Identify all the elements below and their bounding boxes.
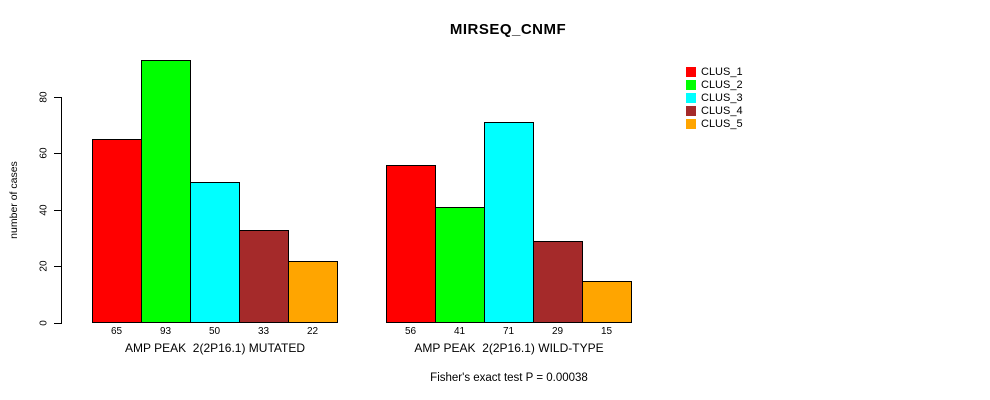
bar-value-label: 93 (159, 326, 172, 337)
bar-value-label: 65 (110, 326, 123, 337)
bar-value-label: 33 (257, 326, 270, 337)
bar-value-label: 71 (502, 326, 515, 337)
bar-clus_2 (141, 60, 191, 323)
bar-value-label: 50 (208, 326, 221, 337)
group-axis-label: AMP PEAK 2(2P16.1) MUTATED (124, 341, 306, 355)
bar-clus_3 (484, 122, 534, 323)
legend-label: CLUS_2 (701, 79, 743, 91)
y-tick-mark (54, 97, 62, 98)
bar-value-label: 29 (551, 326, 564, 337)
legend-color-swatch (686, 67, 696, 77)
bar-clus_4 (533, 241, 583, 323)
legend-color-swatch (686, 106, 696, 116)
bar-value-label: 41 (453, 326, 466, 337)
bar-clus_1 (386, 165, 436, 323)
y-tick-label: 40 (38, 204, 50, 216)
fisher-test-footnote: Fisher's exact test P = 0.00038 (430, 372, 588, 384)
y-tick-mark (54, 210, 62, 211)
legend-color-swatch (686, 80, 696, 90)
bar-value-label: 15 (600, 326, 613, 337)
legend-color-swatch (686, 119, 696, 129)
bar-value-label: 56 (404, 326, 417, 337)
y-tick-label: 60 (38, 147, 50, 159)
y-tick-mark (54, 323, 62, 324)
legend-color-swatch (686, 93, 696, 103)
legend-label: CLUS_3 (701, 92, 743, 104)
bar-clus_5 (582, 281, 632, 323)
y-tick-mark (54, 153, 62, 154)
y-axis-label: number of cases (8, 161, 20, 239)
y-tick-label: 0 (38, 320, 50, 326)
bar-clus_4 (239, 230, 289, 323)
y-tick-label: 20 (38, 260, 50, 272)
bar-clus_2 (435, 207, 485, 323)
chart-title: MIRSEQ_CNMF (449, 21, 567, 38)
legend-label: CLUS_4 (701, 105, 743, 117)
bar-value-label: 22 (306, 326, 319, 337)
bar-clus_5 (288, 261, 338, 323)
bar-clus_3 (190, 182, 240, 323)
y-tick-label: 80 (38, 91, 50, 103)
legend-label: CLUS_1 (701, 66, 743, 78)
y-tick-mark (54, 266, 62, 267)
legend-label: CLUS_5 (701, 118, 743, 130)
bar-clus_1 (92, 139, 142, 323)
group-axis-label: AMP PEAK 2(2P16.1) WILD-TYPE (414, 341, 604, 355)
